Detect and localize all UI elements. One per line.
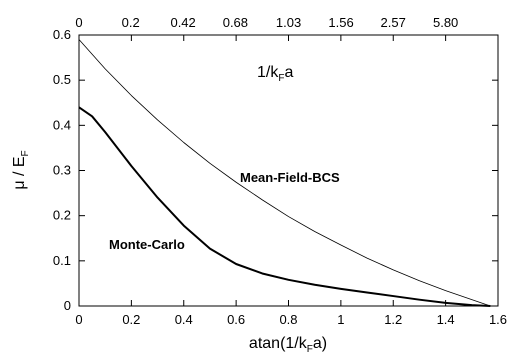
y-tick-label: 0.3 (53, 163, 71, 178)
top-tick-label: 1.56 (328, 15, 353, 30)
top-tick-label: 1.03 (276, 15, 301, 30)
y-tick-label: 0.6 (53, 27, 71, 42)
x-tick-label: 1.2 (384, 312, 402, 327)
x-tick-label: 0.6 (227, 312, 245, 327)
top-axis-title: 1/kFa (257, 64, 293, 84)
top-tick-label: 5.80 (433, 15, 458, 30)
x-tick-label: 1.6 (489, 312, 507, 327)
y-tick-label: 0 (64, 298, 71, 313)
x-axis-label: atan(1/kFa) (249, 335, 327, 355)
x-tick-label: 0.4 (175, 312, 193, 327)
y-tick-label: 0.4 (53, 117, 71, 132)
x-tick-label: 0 (75, 312, 82, 327)
x-tick-label: 0.8 (279, 312, 297, 327)
y-tick-label: 0.5 (53, 72, 71, 87)
x-tick-label: 1 (337, 312, 344, 327)
y-axis-label: μ / EF (11, 150, 31, 189)
top-tick-label: 0.68 (223, 15, 248, 30)
series-label-monte-carlo: Monte-Carlo (109, 237, 185, 252)
y-tick-label: 0.1 (53, 253, 71, 268)
x-tick-label: 0.2 (122, 312, 140, 327)
series-line-monte-carlo (78, 106, 491, 307)
series-label-mean-field-bcs: Mean-Field-BCS (240, 170, 340, 185)
series-lines (78, 39, 491, 307)
series-line-mean-field-bcs (78, 39, 491, 307)
top-tick-label: 0.42 (170, 15, 195, 30)
y-tick-label: 0.2 (53, 208, 71, 223)
ticks: 0 0.2 0.4 0.6 0.8 1 1.2 1.4 1.6 0 0.1 0.2 0.3 0.4 0.5 0… (53, 15, 507, 327)
top-tick-label: 2.57 (381, 15, 406, 30)
x-tick-label: 1.4 (437, 312, 455, 327)
top-tick-label: 0 (75, 15, 82, 30)
top-tick-label: 0.2 (122, 15, 140, 30)
